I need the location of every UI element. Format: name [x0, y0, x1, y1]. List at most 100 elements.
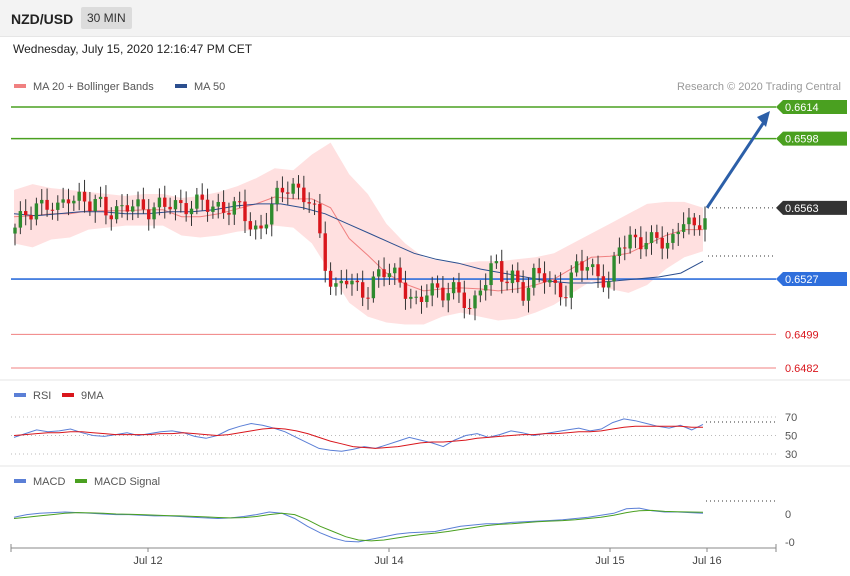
candle-body — [537, 267, 541, 274]
candle-body — [430, 283, 434, 296]
x-axis-label: Jul 14 — [374, 555, 403, 567]
candle-body — [393, 267, 397, 274]
candle-body — [328, 270, 333, 287]
level-tag-current — [776, 200, 847, 215]
candle-body — [526, 287, 531, 301]
candle-body — [29, 215, 33, 220]
level-tag-text-current: 0.6563 — [785, 203, 819, 215]
candle-body — [596, 264, 600, 277]
candle-body — [435, 283, 440, 288]
candle-body — [628, 234, 632, 249]
candle-body — [302, 187, 306, 203]
x-axis-label: Jul 12 — [133, 555, 162, 567]
candle-body — [163, 197, 167, 207]
candle-body — [478, 290, 483, 296]
candle-body — [323, 233, 327, 271]
candle-body — [93, 199, 97, 212]
candle-body — [590, 264, 595, 268]
candle-body — [50, 209, 55, 211]
candle-body — [697, 225, 702, 230]
symbol-title: NZD/USD — [11, 11, 74, 27]
candle-body — [18, 211, 23, 228]
legend-label-rsi: RSI — [33, 390, 51, 402]
candle-body — [403, 282, 408, 299]
candle-body — [344, 280, 349, 285]
candle-body — [467, 307, 472, 309]
candle-body — [692, 217, 697, 226]
candle-body — [419, 296, 424, 303]
candle-body — [312, 203, 317, 205]
legend-swatch-macd — [14, 479, 26, 483]
rsi-line — [13, 418, 704, 452]
macd-signal-line — [13, 509, 704, 542]
candle-body — [425, 295, 429, 303]
candle-body — [494, 261, 499, 264]
level-tag-resistance — [776, 100, 847, 114]
candle-body — [360, 282, 365, 298]
candle-body — [548, 280, 552, 283]
candle-body — [355, 280, 360, 283]
candle-body — [671, 234, 675, 243]
candle-body — [82, 191, 87, 202]
candle-body — [61, 199, 65, 203]
candle-body — [211, 206, 215, 212]
candle-body — [216, 201, 220, 207]
candle-body — [366, 297, 370, 299]
candle-body — [77, 191, 81, 201]
candle-body — [612, 255, 616, 282]
candle-body — [457, 282, 461, 293]
candle-body — [510, 270, 515, 284]
legend-label-macd: MACD — [33, 476, 65, 488]
legend-label-main: MA 20 + Bollinger Bands — [33, 81, 154, 93]
candle-body — [253, 225, 258, 230]
legend-swatch-main — [175, 84, 187, 88]
level-tag-text-resistance: 0.6614 — [785, 102, 819, 114]
macd-line — [13, 507, 704, 543]
candle-body — [264, 224, 269, 229]
candle-body — [655, 232, 659, 238]
candle-body — [580, 261, 584, 271]
level-tag-support — [776, 272, 847, 287]
candle-body — [45, 199, 49, 210]
candle-body — [564, 297, 568, 299]
candle-body — [205, 199, 210, 212]
candle-body — [195, 194, 199, 209]
level-tag-text-resistance: 0.6598 — [785, 134, 819, 146]
candle-body — [441, 287, 445, 301]
rsi-tick-label: 30 — [785, 449, 797, 461]
candle-body — [334, 283, 338, 287]
candle-body — [136, 199, 140, 207]
candle-body — [189, 208, 194, 215]
candle-body — [414, 296, 418, 298]
candle-body — [72, 200, 76, 204]
top-bar: NZD/USD 30 MIN — [0, 0, 850, 37]
level-label-minor: 0.6482 — [785, 363, 819, 375]
level-tag-text-support: 0.6527 — [785, 274, 819, 286]
macd-tick-label: 0 — [785, 509, 791, 521]
credit-text: Research © 2020 Trading Central — [677, 81, 841, 93]
candle-body — [307, 202, 311, 204]
candle-body — [553, 280, 557, 283]
projection-arrow-head — [757, 111, 770, 127]
candle-body — [660, 237, 664, 249]
legend-swatch-macd — [75, 479, 87, 483]
rsi-tick-label: 70 — [785, 412, 797, 424]
candle-body — [446, 293, 450, 301]
candle-body — [173, 200, 178, 210]
candle-body — [639, 237, 643, 250]
candle-body — [286, 192, 290, 194]
candle-body — [296, 183, 301, 188]
ma50-line — [13, 203, 704, 284]
timeframe-button[interactable]: 30 MIN — [81, 7, 132, 29]
candle-body — [339, 280, 343, 284]
candle-body — [377, 269, 381, 277]
candle-body — [248, 221, 253, 230]
timestamp: Wednesday, July 15, 2020 12:16:47 PM CET — [13, 42, 253, 56]
legend-label-main: MA 50 — [194, 81, 225, 93]
candle-body — [649, 232, 654, 244]
candle-body — [398, 267, 402, 283]
candle-body — [56, 202, 60, 210]
rsi-tick-label: 50 — [785, 431, 797, 443]
rsi-9ma-line — [13, 425, 703, 449]
candle-body — [350, 280, 354, 285]
